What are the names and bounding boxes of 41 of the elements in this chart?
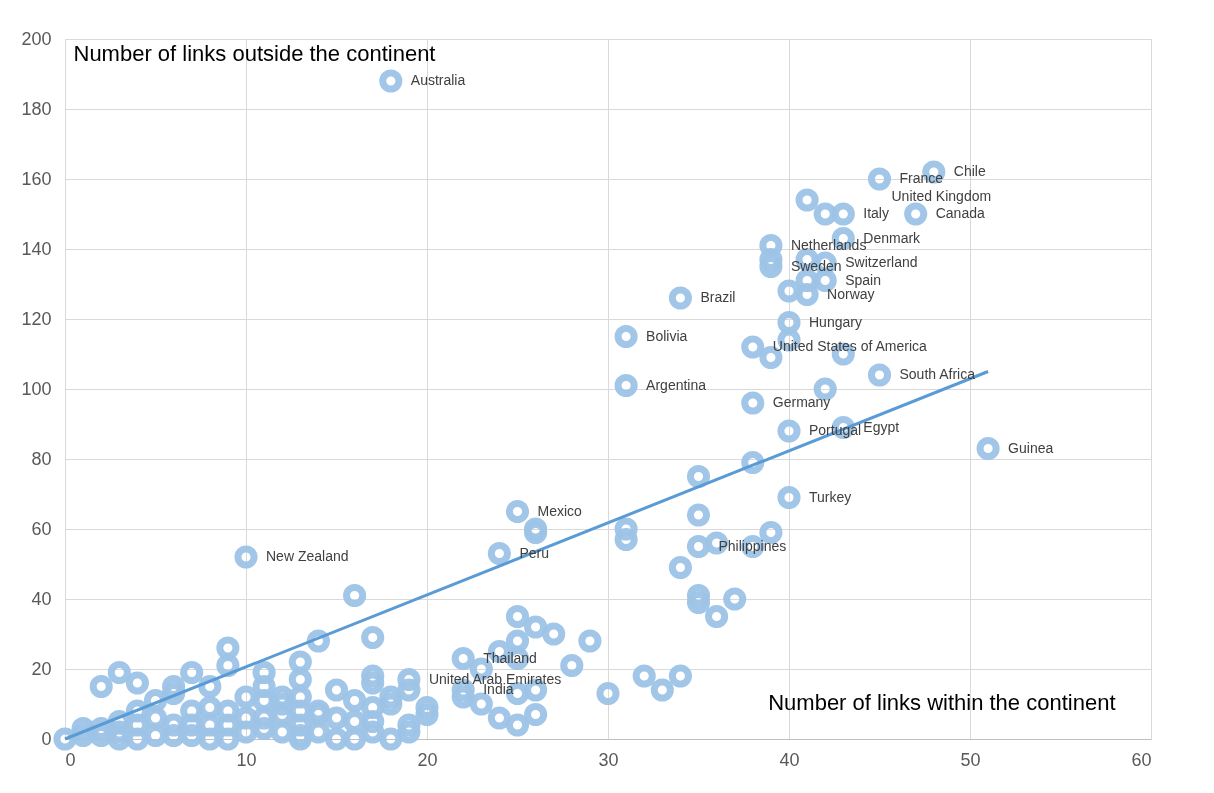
y-tick-label: 160 — [21, 168, 52, 189]
annotation: Spain — [845, 271, 882, 288]
annotation: New Zealand — [266, 548, 349, 564]
x-tick-label: 0 — [65, 749, 76, 770]
annotation: Chile — [953, 163, 986, 179]
annotation: Philippines — [718, 537, 787, 554]
y-tick-label: 200 — [21, 28, 52, 49]
y-tick-label: 100 — [21, 378, 52, 399]
x-tick-label: 10 — [236, 749, 257, 770]
x-tick-label: 60 — [1131, 749, 1152, 770]
x-axis-title: Number of links within the continent — [768, 689, 1116, 715]
annotation: United Kingdom — [891, 188, 992, 204]
annotation: Switzerland — [845, 254, 918, 270]
annotation: Mexico — [537, 502, 583, 519]
annotation: Turkey — [809, 488, 852, 505]
annotation: Brazil — [700, 289, 736, 305]
x-tick-label: 50 — [960, 749, 981, 770]
y-tick-label: 80 — [31, 448, 52, 469]
x-tick-label: 40 — [779, 749, 800, 770]
y-tick-label: 140 — [21, 238, 52, 259]
annotation: Bolivia — [646, 327, 688, 344]
annotation: Germany — [772, 394, 831, 410]
annotation: France — [899, 170, 944, 186]
annotation: Argentina — [646, 376, 707, 393]
y-tick-label: 180 — [21, 98, 52, 119]
y-tick-label: 20 — [31, 658, 52, 679]
y-tick-label: 0 — [41, 728, 52, 749]
y-tick-label: 40 — [31, 588, 52, 609]
annotation: South Africa — [899, 366, 976, 382]
annotation: Canada — [935, 205, 985, 221]
y-tick-label: 60 — [31, 518, 52, 539]
annotation: Australia — [410, 72, 466, 88]
annotation: Italy — [863, 205, 889, 221]
annotation: Hungary — [809, 313, 862, 330]
x-tick-label: 30 — [598, 749, 619, 770]
x-tick-label: 20 — [417, 749, 438, 770]
annotation: Egypt — [863, 418, 900, 435]
y-tick-label: 120 — [21, 308, 52, 329]
y-axis-title: Number of links outside the continent — [73, 40, 436, 66]
annotation: Guinea — [1008, 439, 1054, 456]
annotation: United States of America — [772, 338, 928, 354]
